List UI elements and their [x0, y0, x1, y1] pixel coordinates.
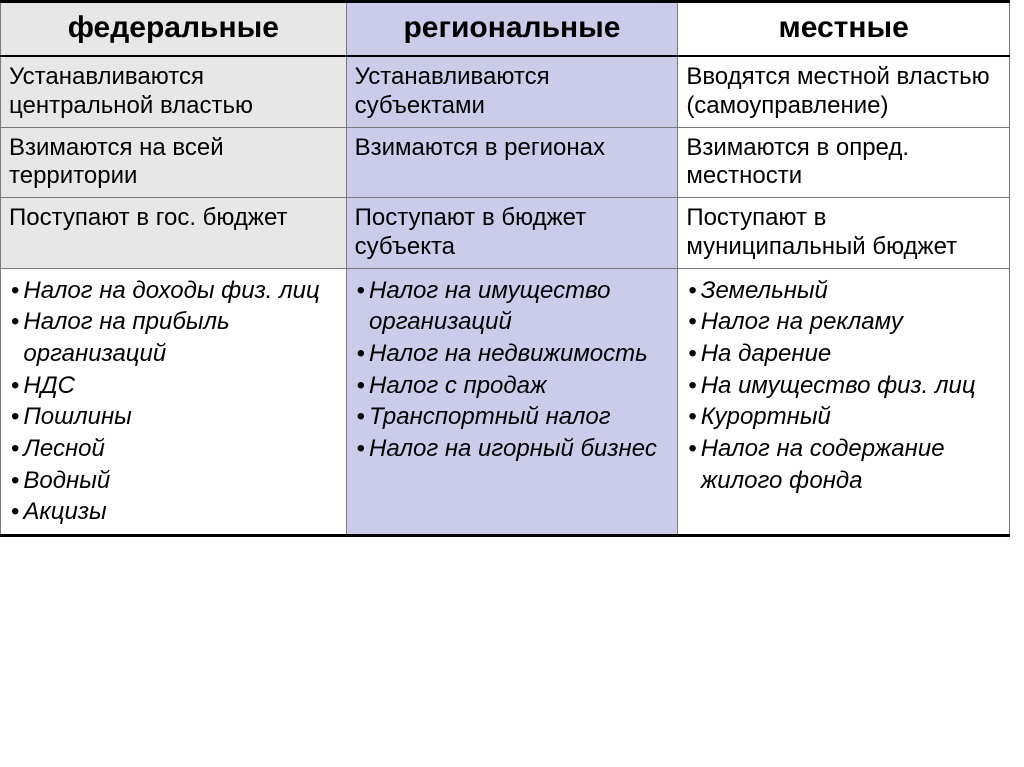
tax-item-label: Налог на прибыль организаций [23, 306, 341, 369]
tax-item: •Транспортный налог [351, 401, 674, 433]
header-row: федеральные региональные местные [1, 2, 1010, 57]
tax-item-label: На имущество физ. лиц [701, 370, 976, 402]
bullet-icon: • [5, 465, 23, 497]
tax-item-label: Пошлины [23, 401, 131, 433]
bullet-icon: • [5, 433, 23, 465]
bullet-icon: • [5, 275, 23, 307]
tax-item-label: Налог на игорный бизнес [369, 433, 657, 465]
tax-item: •На имущество физ. лиц [682, 370, 1005, 402]
tax-item-label: Лесной [23, 433, 104, 465]
bullet-icon: • [682, 370, 700, 402]
tax-item-label: Налог на содержание жилого фонда [701, 433, 1005, 496]
tax-item-label: Акцизы [23, 496, 106, 528]
tax-list-federal: •Налог на доходы физ. лиц•Налог на прибы… [1, 268, 347, 535]
bullet-icon: • [351, 370, 369, 402]
bullet-icon: • [682, 433, 700, 465]
cell-levied-1: Взимаются в регионах [346, 127, 678, 198]
header-federal: федеральные [1, 2, 347, 57]
cell-levied-2: Взимаются в опред. местности [678, 127, 1010, 198]
bullet-icon: • [5, 496, 23, 528]
tax-item: •НДС [5, 370, 342, 402]
tax-item: •Налог на прибыль организаций [5, 306, 342, 369]
tax-item-label: На дарение [701, 338, 832, 370]
tax-item-label: Налог на имущество организаций [369, 275, 673, 338]
tax-item-label: Налог на доходы физ. лиц [23, 275, 319, 307]
tax-item-label: Налог с продаж [369, 370, 547, 402]
tax-item-label: Водный [23, 465, 110, 497]
bullet-icon: • [682, 275, 700, 307]
tax-item: •Пошлины [5, 401, 342, 433]
header-local: местные [678, 2, 1010, 57]
cell-budget-0: Поступают в гос. бюджет [1, 198, 347, 269]
bullet-icon: • [5, 401, 23, 433]
tax-item: •Земельный [682, 275, 1005, 307]
bullet-icon: • [351, 275, 369, 307]
tax-types-table: федеральные региональные местные Устанав… [0, 0, 1010, 537]
desc-row-2: Поступают в гос. бюджет Поступают в бюдж… [1, 198, 1010, 269]
tax-item: •Акцизы [5, 496, 342, 528]
tax-item-label: Транспортный налог [369, 401, 611, 433]
tax-item-label: НДС [23, 370, 75, 402]
header-regional: региональные [346, 2, 678, 57]
bullet-icon: • [351, 401, 369, 433]
bullet-icon: • [682, 401, 700, 433]
tax-item: •Водный [5, 465, 342, 497]
tax-item: •Налог на содержание жилого фонда [682, 433, 1005, 496]
cell-established-by-0: Устанавливаются центральной властью [1, 56, 347, 127]
tax-item: •Налог на недвижимость [351, 338, 674, 370]
tax-item: •Лесной [5, 433, 342, 465]
bullet-icon: • [5, 306, 23, 338]
tax-item-label: Курортный [701, 401, 831, 433]
tax-item: •Курортный [682, 401, 1005, 433]
bullet-icon: • [682, 306, 700, 338]
cell-budget-2: Поступают в муниципальный бюджет [678, 198, 1010, 269]
tax-item-label: Налог на недвижимость [369, 338, 648, 370]
tax-list-local: •Земельный•Налог на рекламу•На дарение•Н… [678, 268, 1010, 535]
cell-established-by-1: Устанавливаются субъектами [346, 56, 678, 127]
list-row: •Налог на доходы физ. лиц•Налог на прибы… [1, 268, 1010, 535]
tax-list-regional: •Налог на имущество организаций•Налог на… [346, 268, 678, 535]
tax-item: •Налог на имущество организаций [351, 275, 674, 338]
tax-item: •На дарение [682, 338, 1005, 370]
bullet-icon: • [351, 338, 369, 370]
desc-row-1: Взимаются на всей территории Взимаются в… [1, 127, 1010, 198]
tax-item: •Налог на игорный бизнес [351, 433, 674, 465]
bullet-icon: • [682, 338, 700, 370]
bullet-icon: • [351, 433, 369, 465]
tax-item: •Налог с продаж [351, 370, 674, 402]
tax-item-label: Земельный [701, 275, 828, 307]
cell-budget-1: Поступают в бюджет субъекта [346, 198, 678, 269]
cell-established-by-2: Вводятся местной властью (самоуправление… [678, 56, 1010, 127]
tax-item: •Налог на рекламу [682, 306, 1005, 338]
desc-row-0: Устанавливаются центральной властью Уста… [1, 56, 1010, 127]
tax-item-label: Налог на рекламу [701, 306, 903, 338]
tax-item: •Налог на доходы физ. лиц [5, 275, 342, 307]
cell-levied-0: Взимаются на всей территории [1, 127, 347, 198]
bullet-icon: • [5, 370, 23, 402]
